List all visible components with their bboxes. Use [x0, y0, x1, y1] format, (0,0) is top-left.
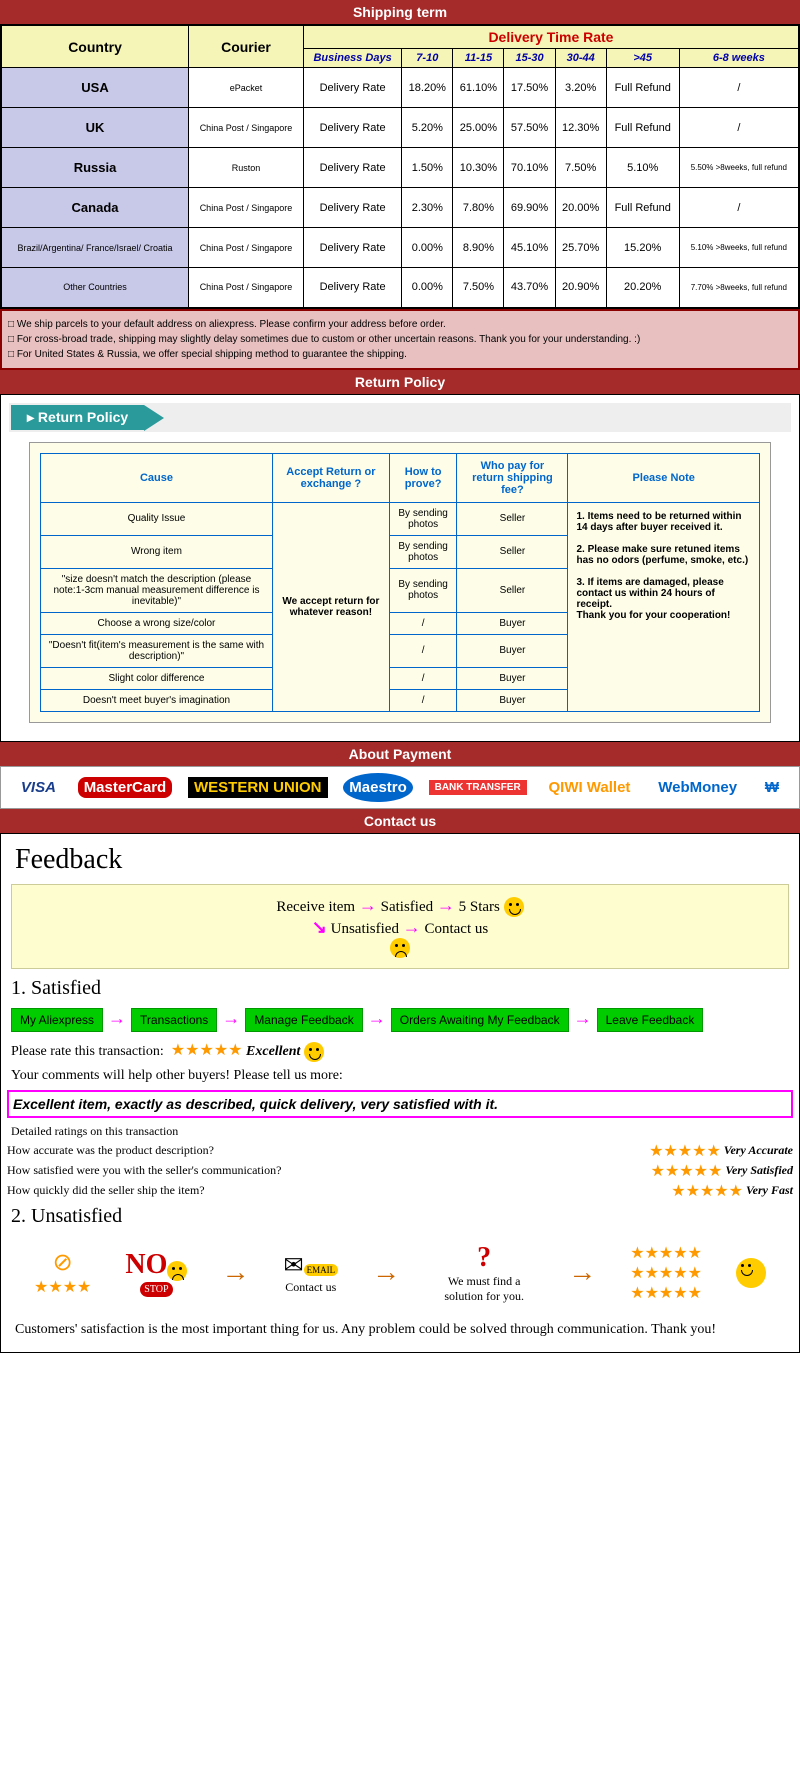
satisfied-title: 1. Satisfied [7, 973, 793, 1004]
payment-method: WebMoney [652, 777, 743, 798]
shipping-row: UKChina Post / SingaporeDelivery Rate5.2… [1, 108, 799, 148]
arrow-icon: → [568, 1257, 596, 1289]
contact-header: Contact us [0, 809, 800, 833]
rating-row: How satisfied were you with the seller's… [7, 1161, 793, 1181]
payment-header: About Payment [0, 742, 800, 766]
smiley-icon [504, 897, 524, 917]
return-header-cell: How to prove? [389, 453, 457, 502]
rating-row: How accurate was the product description… [7, 1141, 793, 1161]
shipping-row: RussiaRustonDelivery Rate1.50%10.30%70.1… [1, 148, 799, 188]
step-button: Transactions [131, 1008, 217, 1032]
shipping-header: Shipping term [0, 0, 800, 24]
unsatisfied-flow: ⊘★★★★ NOSTOP → ✉EMAILContact us → ?We mu… [7, 1232, 793, 1314]
shipping-row: CanadaChina Post / SingaporeDelivery Rat… [1, 188, 799, 228]
return-row: Quality IssueWe accept return for whatev… [41, 502, 760, 535]
return-header-cell: Cause [41, 453, 273, 502]
subheader: Business Days [303, 49, 401, 68]
return-header-cell: Who pay for return shipping fee? [457, 453, 568, 502]
stars-icon: ★★★★★ [171, 1042, 243, 1059]
closing-text: Customers' satisfaction is the most impo… [7, 1314, 793, 1346]
payment-row: VISA MasterCard WESTERN UNION Maestro BANK T… [0, 766, 800, 809]
payment-method: WESTERN UNION [188, 777, 328, 798]
payment-method: MasterCard [78, 777, 173, 798]
subheader: 6-8 weeks [679, 49, 799, 68]
courier-header: Courier [189, 25, 304, 68]
return-block: ▸ Return Policy CauseAccept Return or ex… [0, 394, 800, 742]
contact-block: Feedback Receive item → Satisfied → 5 St… [0, 833, 800, 1353]
subheader: >45 [606, 49, 679, 68]
shipping-row: Brazil/Argentina/ France/Israel/ Croatia… [1, 228, 799, 268]
feedback-flow: Receive item → Satisfied → 5 Stars ↘ Uns… [11, 884, 789, 970]
frown-icon [167, 1261, 187, 1281]
arrow-icon: → [372, 1257, 400, 1289]
country-header: Country [1, 25, 189, 68]
return-header: Return Policy [0, 370, 800, 394]
feedback-title: Feedback [7, 840, 793, 880]
shipping-row: Other CountriesChina Post / SingaporeDel… [1, 268, 799, 308]
step-button: Manage Feedback [245, 1008, 362, 1032]
subheader: 11-15 [453, 49, 504, 68]
subheader: 30-44 [555, 49, 606, 68]
shipping-row: USAePacketDelivery Rate18.20%61.10%17.50… [1, 68, 799, 108]
unsatisfied-title: 2. Unsatisfied [7, 1201, 793, 1232]
comment-box: Excellent item, exactly as described, qu… [7, 1090, 793, 1118]
payment-method: QIWI Wallet [542, 777, 636, 798]
detail-title: Detailed ratings on this transaction [7, 1122, 793, 1141]
comments-label: Your comments will help other buyers! Pl… [7, 1066, 793, 1086]
payment-method: BANK TRANSFER [429, 780, 527, 795]
rating-row: How quickly did the seller ship the item… [7, 1181, 793, 1201]
payment-method: ₩ [759, 777, 785, 798]
step-button: My Aliexpress [11, 1008, 103, 1032]
arrow-icon: → [221, 1257, 249, 1289]
step-button: Orders Awaiting My Feedback [391, 1008, 569, 1032]
shipping-table: Country Courier Delivery Time Rate Busin… [0, 24, 800, 309]
satisfied-steps: My Aliexpress → Transactions → Manage Fe… [7, 1004, 793, 1036]
payment-method: Maestro [343, 773, 413, 802]
return-tab: ▸ Return Policy [11, 405, 144, 430]
return-header-cell: Please Note [568, 453, 760, 502]
smiley-icon [736, 1258, 766, 1288]
frown-icon [390, 938, 410, 958]
payment-method: VISA [15, 777, 62, 798]
step-button: Leave Feedback [597, 1008, 704, 1032]
shipping-notes: □ We ship parcels to your default addres… [0, 309, 800, 370]
delivery-header: Delivery Time Rate [303, 25, 799, 49]
return-header-cell: Accept Return or exchange ? [272, 453, 389, 502]
subheader: 7-10 [402, 49, 453, 68]
return-table: CauseAccept Return or exchange ?How to p… [40, 453, 760, 712]
subheader: 15-30 [504, 49, 555, 68]
smiley-icon [304, 1042, 324, 1062]
